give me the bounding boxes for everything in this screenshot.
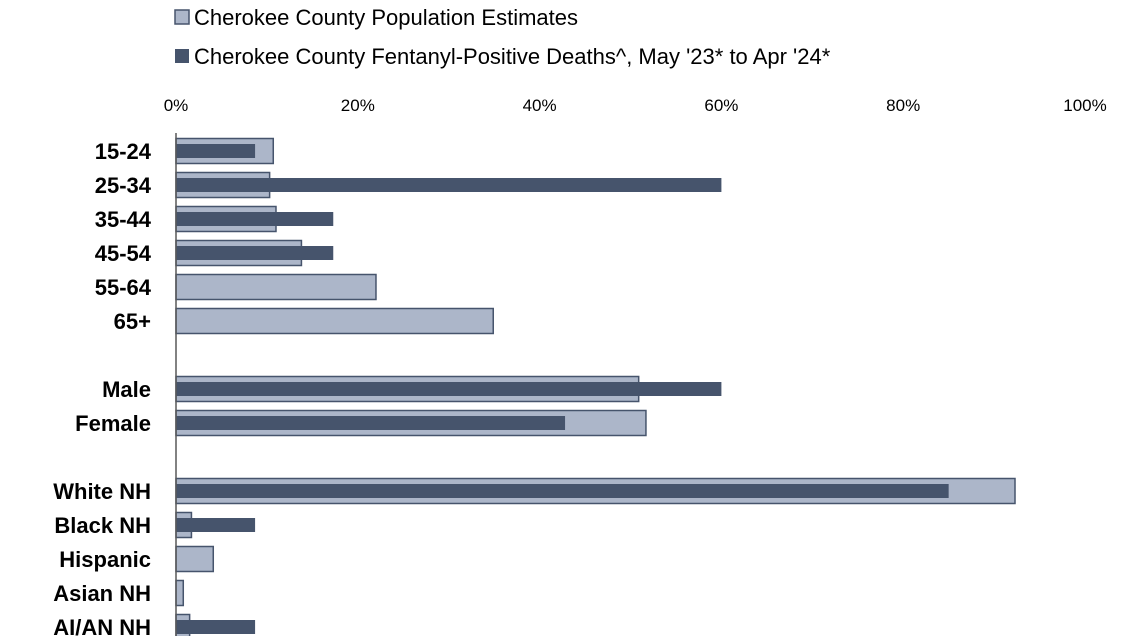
bar-population	[175, 273, 377, 301]
category-label: Hispanic	[59, 547, 151, 572]
category-label: 25-34	[95, 173, 152, 198]
x-tick-label: 60%	[704, 96, 738, 115]
category-label: Black NH	[54, 513, 151, 538]
category-label: 35-44	[95, 207, 152, 232]
bar-deaths	[176, 518, 256, 532]
category-labels: 15-24 25-34 35-44 45-54 55-64 65+ Male Female Wh…	[53, 139, 152, 636]
x-tick-label: 0%	[164, 96, 189, 115]
bar-deaths	[176, 246, 334, 260]
x-tick-label: 20%	[341, 96, 375, 115]
bar-deaths	[176, 212, 334, 226]
x-axis-tick-labels: 0% 20% 40% 60% 80% 100%	[164, 96, 1107, 115]
legend-label-population: Cherokee County Population Estimates	[194, 5, 578, 30]
bar-population	[175, 579, 185, 607]
x-tick-label: 100%	[1063, 96, 1106, 115]
bars-group	[175, 137, 1016, 636]
bar-population	[175, 545, 215, 573]
category-label: Female	[75, 411, 151, 436]
legend-label-deaths: Cherokee County Fentanyl-Positive Deaths…	[194, 44, 831, 69]
bar-population	[175, 307, 494, 335]
bar-deaths	[176, 620, 256, 634]
category-label: Male	[102, 377, 151, 402]
bar-deaths	[176, 484, 949, 498]
category-label: AI/AN NH	[53, 615, 151, 636]
category-label: 45-54	[95, 241, 152, 266]
category-label: 65+	[114, 309, 151, 334]
category-label: 55-64	[95, 275, 152, 300]
legend-swatch-population	[174, 9, 190, 25]
category-label: 15-24	[95, 139, 152, 164]
bar-deaths	[176, 144, 256, 158]
chart-legend: Cherokee County Population Estimates Che…	[174, 5, 831, 69]
x-tick-label: 40%	[523, 96, 557, 115]
category-label: Asian NH	[53, 581, 151, 606]
bar-deaths	[176, 382, 722, 396]
bar-deaths	[176, 416, 566, 430]
x-tick-label: 80%	[886, 96, 920, 115]
bar-deaths	[176, 178, 722, 192]
legend-swatch-deaths	[175, 49, 189, 63]
category-label: White NH	[53, 479, 151, 504]
